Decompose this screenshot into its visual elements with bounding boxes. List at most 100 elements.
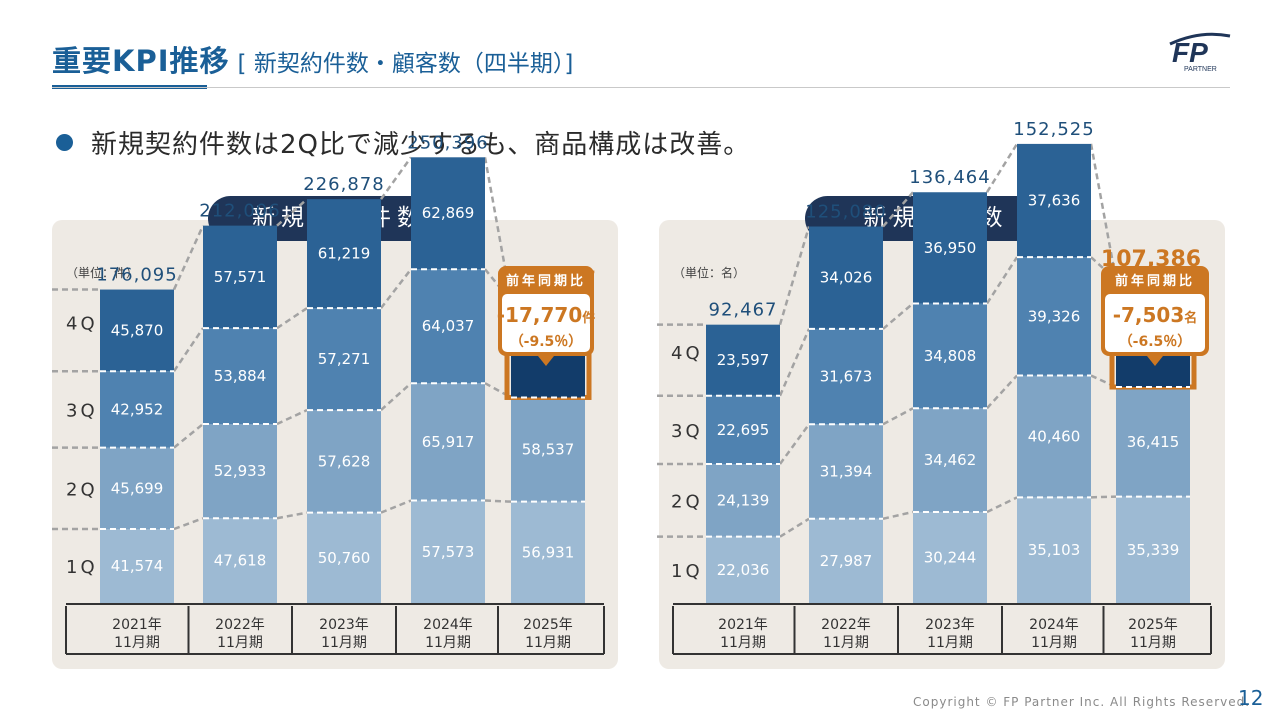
page-subtitle: [ 新契約件数・顧客数（四半期）]: [237, 51, 574, 77]
c-bar-segment: [100, 528, 174, 603]
u-total-label: 136,464: [909, 167, 990, 188]
c-data-label: 45,699: [111, 479, 164, 497]
c-bar-segment: [203, 424, 277, 519]
page-number: 12: [1238, 686, 1264, 710]
c-bar-segment: [307, 512, 381, 603]
u-connector-line: [882, 302, 914, 330]
fp-partner-logo: FP PARTNER: [1169, 32, 1231, 73]
u-data-label: 39,326: [1028, 307, 1081, 325]
u-bar-segment: [706, 324, 780, 396]
u-bar-segment: [706, 395, 780, 465]
u-quarter-label: 2Q: [671, 491, 703, 512]
logo-mark: FP: [1172, 37, 1208, 68]
u-bar-segment: [1017, 143, 1091, 258]
c-bar-segment: [203, 328, 277, 425]
c-data-label: 41,574: [111, 557, 164, 575]
u-data-label: 23,597: [717, 351, 770, 369]
c-connector-line: [276, 307, 308, 330]
c-data-label: 57,573: [422, 543, 475, 561]
u-quarter-label: 4Q: [671, 343, 703, 364]
u-bar-segment: [913, 511, 987, 603]
u-data-label: 35,103: [1028, 541, 1081, 559]
c-x-tick-label: 11月期: [525, 635, 571, 651]
c-connector-line: [380, 499, 412, 514]
logo-swoosh: [1169, 32, 1231, 46]
u-x-tick-label: 11月期: [1130, 635, 1176, 651]
c-connector-line: [173, 517, 204, 531]
c-connector-line: [276, 408, 308, 426]
u-callout-pointer: [1147, 356, 1163, 366]
c-bar-segment: [307, 308, 381, 411]
u-connector-line: [985, 143, 1019, 193]
u-callout-pct: （-6.5％）: [1119, 334, 1192, 350]
u-x-tick-label: 11月期: [1031, 635, 1077, 651]
c-callout-inner: [502, 294, 590, 352]
c-bar-segment: [411, 157, 485, 270]
u-connector-line: [778, 423, 811, 465]
u-bar-segment: [809, 518, 883, 603]
c-data-label: 57,271: [318, 350, 371, 368]
c-total-label: 176,095: [96, 265, 177, 286]
c-x-tick-label: 2022年: [215, 617, 265, 633]
c-connector-line: [379, 156, 413, 200]
c-bar-segment: [411, 383, 485, 501]
u-bar-segment: [706, 536, 780, 603]
c-data-label: 58,537: [522, 441, 575, 459]
u-bar-segment: [809, 328, 883, 425]
u-data-label: 34,462: [924, 451, 977, 469]
u-data-label: 22,695: [717, 421, 770, 439]
c-unit-label: （単位：件）: [66, 265, 138, 280]
c-total-label: 250,396: [407, 132, 488, 153]
c-bar-segment: [307, 410, 381, 513]
u-data-label: 36,415: [1127, 433, 1180, 451]
c-data-label: 50,760: [318, 549, 371, 567]
u-data-label: 31,394: [820, 463, 873, 481]
u-callout-value: -7,503名: [1113, 303, 1198, 327]
u-total-label: 125,080: [805, 202, 886, 223]
u-connector-line: [779, 517, 810, 538]
c-bar-segment: [411, 269, 485, 384]
u-bar-segment: [706, 464, 780, 537]
bullet-dot-icon: [56, 134, 73, 151]
c-x-tick-label: 2021年: [112, 617, 162, 633]
u-bar-segment: [809, 424, 883, 519]
c-data-label: 61,219: [318, 245, 371, 263]
c-bar-segment: [511, 397, 585, 502]
u-total-label: 152,525: [1013, 119, 1094, 140]
u-data-label: 35,339: [1127, 541, 1180, 559]
u-total-label: 92,467: [709, 300, 778, 321]
u-x-tick-label: 11月期: [927, 635, 973, 651]
c-callout-value: -17,770件: [497, 303, 596, 327]
c-x-tick-label: 2025年: [523, 617, 573, 633]
c-connector-line: [380, 382, 412, 412]
c-data-label: 57,628: [318, 452, 371, 470]
c-connector-line: [484, 499, 512, 503]
c-quarter-label: 2Q: [66, 479, 98, 500]
c-total-label: 212,006: [199, 201, 280, 222]
c-bar-segment: [100, 289, 174, 372]
c-x-tick-label: 2024年: [423, 617, 473, 633]
u-connector-line: [1089, 143, 1118, 280]
c-data-label: 47,618: [214, 552, 267, 570]
u-data-label: 27,987: [820, 552, 873, 570]
c-data-label: 64,037: [422, 317, 475, 335]
u-connector-line: [882, 510, 914, 520]
u-quarter-label: 3Q: [671, 421, 703, 442]
u-data-label: 30,244: [924, 548, 977, 566]
u-connector-line: [986, 374, 1018, 410]
u-x-tick-label: 2024年: [1029, 617, 1079, 633]
c-data-label: 42,952: [111, 400, 164, 418]
u-data-label: 34,808: [924, 347, 977, 365]
c-connector-line: [172, 327, 205, 372]
u-data-label: 22,036: [717, 561, 770, 579]
c-callout-pct: （-9.5％）: [510, 334, 583, 350]
u-data-label: 36,950: [924, 239, 977, 257]
u-connector-line: [882, 191, 914, 228]
c-x-tick-label: 11月期: [217, 635, 263, 651]
u-bar-segment: [913, 303, 987, 409]
u-x-tick-label: 11月期: [720, 635, 766, 651]
page-title: 重要KPI推移: [52, 44, 230, 78]
u-connector-line: [1090, 256, 1117, 281]
u-connector-line: [778, 226, 811, 326]
c-connector-line: [380, 268, 412, 309]
